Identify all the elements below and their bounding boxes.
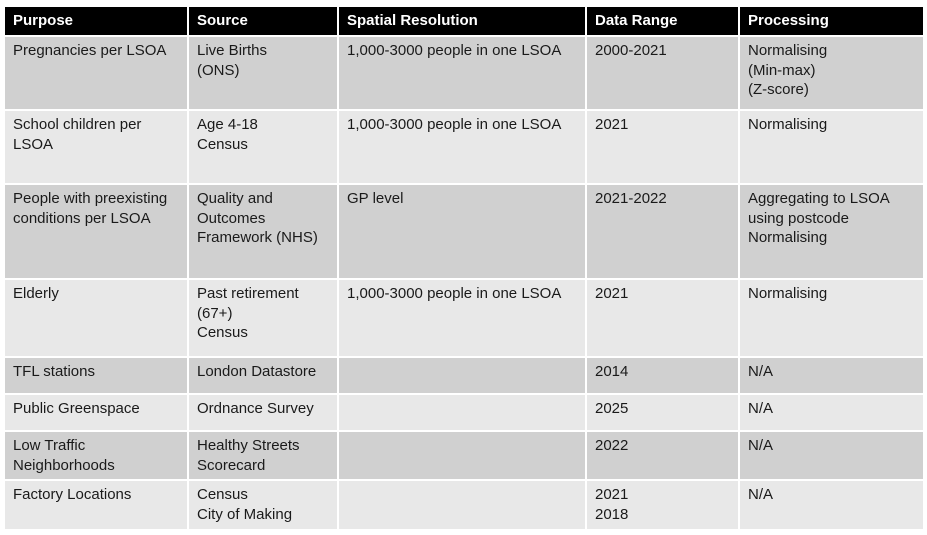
header-source: Source: [189, 7, 339, 37]
header-data-range: Data Range: [587, 7, 740, 37]
cell-spatial-resolution: 1,000-3000 people in one LSOA: [339, 111, 587, 185]
cell-processing: N/A: [740, 432, 923, 481]
table-body: Pregnancies per LSOA Live Births (ONS) 1…: [5, 37, 923, 531]
header-spatial-resolution: Spatial Resolution: [339, 7, 587, 37]
cell-source: Past retirement (67+) Census: [189, 280, 339, 358]
cell-purpose: School children per LSOA: [5, 111, 189, 185]
table-row: People with preexisting conditions per L…: [5, 185, 923, 280]
cell-spatial-resolution: [339, 358, 587, 395]
table-row: Public Greenspace Ordnance Survey 2025 N…: [5, 395, 923, 432]
cell-data-range: 2021 2018: [587, 481, 740, 531]
table-row: Factory Locations Census City of Making …: [5, 481, 923, 531]
header-row: Purpose Source Spatial Resolution Data R…: [5, 7, 923, 37]
cell-purpose: Elderly: [5, 280, 189, 358]
table-row: Elderly Past retirement (67+) Census 1,0…: [5, 280, 923, 358]
cell-purpose: Public Greenspace: [5, 395, 189, 432]
cell-source: Census City of Making: [189, 481, 339, 531]
cell-source: Age 4-18 Census: [189, 111, 339, 185]
cell-source: Healthy Streets Scorecard: [189, 432, 339, 481]
cell-processing: N/A: [740, 395, 923, 432]
header-purpose: Purpose: [5, 7, 189, 37]
cell-purpose: TFL stations: [5, 358, 189, 395]
cell-spatial-resolution: [339, 481, 587, 531]
cell-spatial-resolution: 1,000-3000 people in one LSOA: [339, 37, 587, 111]
cell-purpose: Factory Locations: [5, 481, 189, 531]
cell-data-range: 2014: [587, 358, 740, 395]
table-header: Purpose Source Spatial Resolution Data R…: [5, 7, 923, 37]
cell-spatial-resolution: 1,000-3000 people in one LSOA: [339, 280, 587, 358]
cell-source: London Datastore: [189, 358, 339, 395]
cell-data-range: 2000-2021: [587, 37, 740, 111]
cell-processing: Aggregating to LSOA using postcode Norma…: [740, 185, 923, 280]
table-row: Low Traffic Neighborhoods Healthy Street…: [5, 432, 923, 481]
cell-data-range: 2021-2022: [587, 185, 740, 280]
table-row: TFL stations London Datastore 2014 N/A: [5, 358, 923, 395]
cell-source: Quality and Outcomes Framework (NHS): [189, 185, 339, 280]
cell-processing: Normalising: [740, 280, 923, 358]
cell-source: Ordnance Survey: [189, 395, 339, 432]
cell-data-range: 2021: [587, 111, 740, 185]
data-sources-table: Purpose Source Spatial Resolution Data R…: [5, 7, 923, 531]
header-processing: Processing: [740, 7, 923, 37]
cell-spatial-resolution: [339, 432, 587, 481]
cell-processing: Normalising: [740, 111, 923, 185]
cell-processing: N/A: [740, 481, 923, 531]
cell-source: Live Births (ONS): [189, 37, 339, 111]
cell-data-range: 2022: [587, 432, 740, 481]
cell-data-range: 2021: [587, 280, 740, 358]
cell-spatial-resolution: [339, 395, 587, 432]
cell-purpose: Pregnancies per LSOA: [5, 37, 189, 111]
cell-spatial-resolution: GP level: [339, 185, 587, 280]
cell-purpose: Low Traffic Neighborhoods: [5, 432, 189, 481]
cell-processing: Normalising (Min-max) (Z-score): [740, 37, 923, 111]
table-row: Pregnancies per LSOA Live Births (ONS) 1…: [5, 37, 923, 111]
cell-purpose: People with preexisting conditions per L…: [5, 185, 189, 280]
cell-processing: N/A: [740, 358, 923, 395]
table-row: School children per LSOA Age 4-18 Census…: [5, 111, 923, 185]
cell-data-range: 2025: [587, 395, 740, 432]
